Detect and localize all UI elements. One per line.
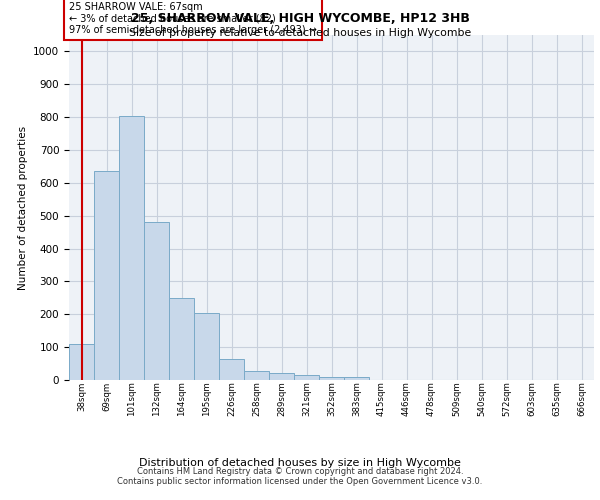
Bar [344,378,369,380]
Bar [169,298,194,380]
Text: 25, SHARROW VALE, HIGH WYCOMBE, HP12 3HB: 25, SHARROW VALE, HIGH WYCOMBE, HP12 3HB [131,12,469,26]
Bar [319,376,344,380]
Bar [94,172,119,380]
Text: Distribution of detached houses by size in High Wycombe: Distribution of detached houses by size … [139,458,461,468]
Bar [269,374,294,380]
Bar [119,116,144,380]
Bar [144,222,169,380]
Bar [294,376,319,380]
Bar [219,360,244,380]
Text: Contains public sector information licensed under the Open Government Licence v3: Contains public sector information licen… [118,477,482,486]
Bar [244,371,269,380]
Text: Contains HM Land Registry data © Crown copyright and database right 2024.: Contains HM Land Registry data © Crown c… [137,467,463,476]
Text: 25 SHARROW VALE: 67sqm
← 3% of detached houses are smaller (82)
97% of semi-deta: 25 SHARROW VALE: 67sqm ← 3% of detached … [69,2,317,35]
Y-axis label: Number of detached properties: Number of detached properties [17,126,28,290]
Bar [69,344,94,380]
Bar [194,312,219,380]
Text: Size of property relative to detached houses in High Wycombe: Size of property relative to detached ho… [129,28,471,38]
